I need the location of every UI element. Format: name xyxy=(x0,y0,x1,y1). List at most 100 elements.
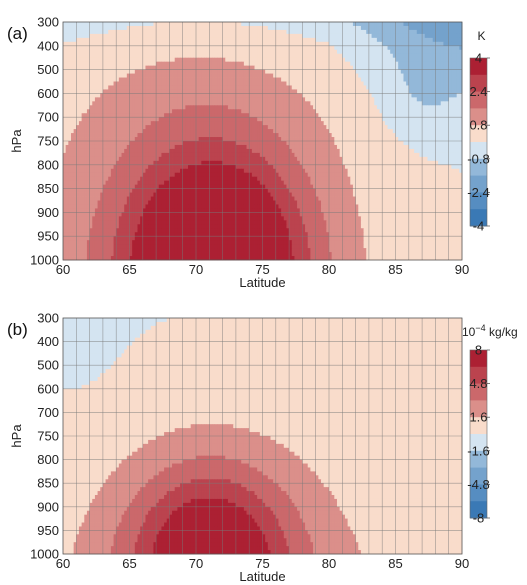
heatmap-cell xyxy=(73,97,77,102)
heatmap-cell xyxy=(267,41,271,47)
heatmap-cell xyxy=(150,117,154,122)
heatmap-cell xyxy=(140,109,144,114)
heatmap-cell xyxy=(230,97,234,102)
heatmap-cell xyxy=(209,141,213,146)
heatmap-cell xyxy=(387,37,391,43)
heatmap-cell xyxy=(363,89,367,94)
heatmap-cell xyxy=(153,61,157,67)
heatmap-cell xyxy=(185,77,189,82)
heatmap-cell xyxy=(321,25,325,31)
heatmap-cell xyxy=(374,41,378,47)
heatmap-cell xyxy=(456,117,460,122)
heatmap-cell xyxy=(70,33,75,39)
heatmap-cell xyxy=(169,129,173,134)
heatmap-cell xyxy=(177,93,181,98)
heatmap-cell xyxy=(121,89,125,94)
heatmap-cell xyxy=(432,105,436,110)
heatmap-cell xyxy=(318,101,322,106)
heatmap-cell xyxy=(334,144,338,150)
heatmap-cell xyxy=(180,85,184,90)
heatmap-cell xyxy=(108,29,112,35)
heatmap-cell xyxy=(291,89,295,94)
heatmap-cell xyxy=(318,144,322,150)
heatmap-cell xyxy=(108,129,112,134)
heatmap-cell xyxy=(113,105,117,110)
heatmap-cell xyxy=(323,117,327,122)
heatmap-cell xyxy=(416,61,420,67)
heatmap-cell xyxy=(456,29,460,35)
heatmap-cell xyxy=(148,141,152,146)
heatmap-cell xyxy=(219,109,223,114)
heatmap-cell xyxy=(262,105,266,110)
heatmap-cell xyxy=(153,25,157,31)
heatmap-cell xyxy=(432,41,436,47)
heatmap-cell xyxy=(331,125,335,130)
heatmap-cell xyxy=(403,69,407,74)
heatmap-cell xyxy=(129,65,133,70)
heatmap-cell xyxy=(427,109,431,114)
heatmap-cell xyxy=(283,22,287,27)
heatmap-cell xyxy=(196,148,200,154)
heatmap-cell xyxy=(427,113,431,118)
heatmap-cell xyxy=(164,57,168,63)
heatmap-cell xyxy=(182,45,186,51)
heatmap-cell xyxy=(368,45,372,51)
heatmap-cell xyxy=(63,25,67,31)
heatmap-cell xyxy=(307,93,311,98)
heatmap-cell xyxy=(286,73,290,78)
heatmap-cell xyxy=(281,65,285,70)
heatmap-cell xyxy=(411,61,415,67)
heatmap-cell xyxy=(121,49,125,55)
heatmap-cell xyxy=(318,61,322,67)
heatmap-cell xyxy=(344,22,349,27)
heatmap-cell xyxy=(137,45,141,51)
heatmap-cell xyxy=(161,144,165,150)
heatmap-cell xyxy=(150,129,154,134)
heatmap-cell xyxy=(438,125,442,130)
heatmap-cell xyxy=(227,133,231,138)
heatmap-cell xyxy=(400,89,404,94)
heatmap-cell xyxy=(390,141,394,146)
heatmap-cell xyxy=(275,93,279,98)
heatmap-cell xyxy=(182,133,186,138)
heatmap-cell xyxy=(305,85,309,90)
heatmap-cell xyxy=(297,133,301,138)
heatmap-cell xyxy=(124,37,128,43)
heatmap-cell xyxy=(118,148,122,154)
heatmap-cell xyxy=(148,144,152,150)
heatmap-cell xyxy=(262,53,266,59)
heatmap-cell xyxy=(70,41,75,47)
heatmap-cell xyxy=(140,65,144,70)
heatmap-cell xyxy=(336,144,341,150)
heatmap-cell xyxy=(100,97,104,102)
heatmap-cell xyxy=(302,53,306,59)
heatmap-cell xyxy=(326,77,330,82)
heatmap-cell xyxy=(430,148,434,154)
heatmap-cell xyxy=(339,65,343,70)
heatmap-cell xyxy=(278,57,282,63)
heatmap-cell xyxy=(443,41,447,47)
heatmap-cell xyxy=(145,65,149,70)
heatmap-cell xyxy=(454,89,458,94)
heatmap-cell xyxy=(270,117,274,122)
heatmap-cell xyxy=(331,73,335,78)
heatmap-cell xyxy=(398,117,402,122)
heatmap-cell xyxy=(374,125,378,130)
heatmap-cell xyxy=(198,61,202,67)
heatmap-cell xyxy=(294,133,298,138)
heatmap-cell xyxy=(289,73,293,78)
heatmap-cell xyxy=(400,77,404,82)
heatmap-cell xyxy=(342,85,346,90)
heatmap-cell xyxy=(315,133,319,138)
heatmap-cell xyxy=(289,77,293,82)
heatmap-cell xyxy=(172,53,176,59)
heatmap-cell xyxy=(329,49,333,55)
heatmap-cell xyxy=(379,113,383,118)
heatmap-cell xyxy=(368,85,372,90)
heatmap-cell xyxy=(262,77,266,82)
heatmap-cell xyxy=(201,81,205,86)
heatmap-cell xyxy=(400,133,404,138)
heatmap-cell xyxy=(188,109,192,114)
heatmap-cell xyxy=(435,61,439,67)
heatmap-cell xyxy=(230,22,234,27)
